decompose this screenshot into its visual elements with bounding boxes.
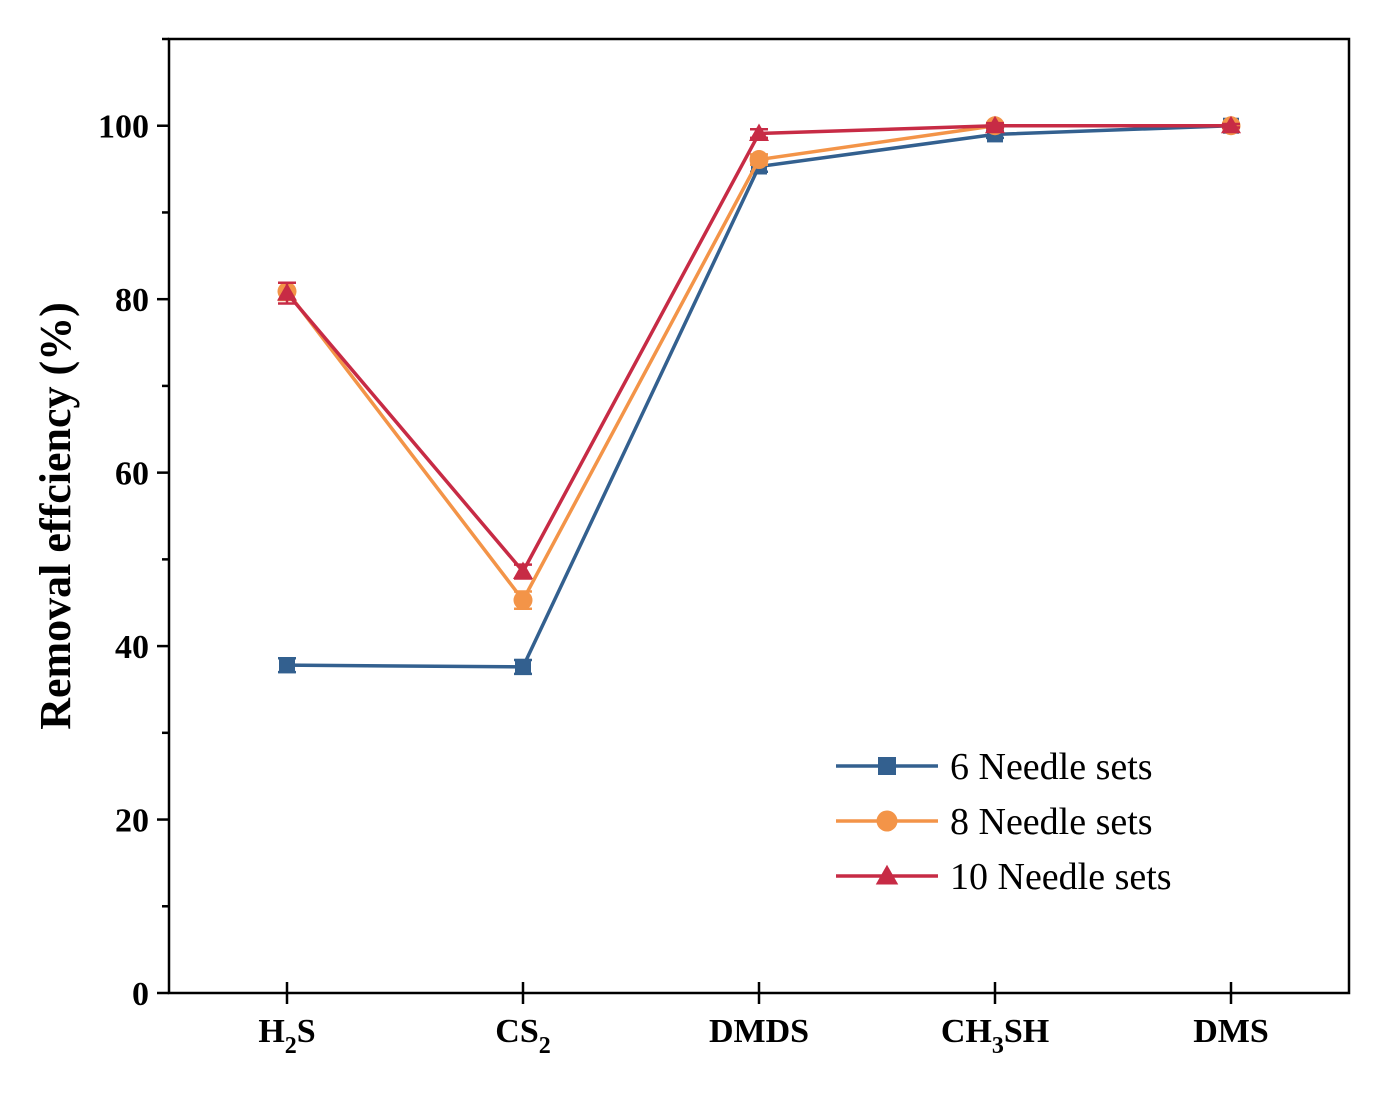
category-base: DMS	[1193, 1013, 1269, 1050]
series-3	[277, 115, 1241, 580]
series-line	[285, 123, 1231, 574]
legend-item: 6 Needle sets	[836, 746, 1153, 788]
category-base: CH	[941, 1013, 992, 1050]
series-line	[286, 123, 1232, 669]
legend-marker	[876, 810, 898, 832]
data-point	[985, 115, 1005, 134]
x-category-label: H2S	[258, 1013, 315, 1059]
y-tick-label: 60	[115, 456, 149, 493]
legend-item: 8 Needle sets	[836, 801, 1153, 843]
legend-marker	[878, 757, 896, 775]
data-point	[749, 123, 769, 142]
x-axis: H2S CS2 DMDS CH3SH DMS	[258, 982, 1269, 1059]
data-point	[513, 590, 533, 610]
category-subscript: 2	[285, 1033, 297, 1059]
series-1	[278, 117, 1240, 676]
data-point	[749, 150, 769, 170]
y-tick-label: 40	[115, 629, 149, 666]
category-subscript: 3	[992, 1033, 1004, 1059]
category-subscript: 2	[539, 1033, 551, 1059]
x-category-label: DMDS	[709, 1013, 809, 1050]
legend-label: 10 Needle sets	[950, 856, 1172, 898]
category-base: CS	[495, 1013, 538, 1050]
data-point	[279, 657, 295, 674]
series-2	[277, 116, 1241, 611]
category-base: DMDS	[709, 1013, 809, 1050]
plot-border	[167, 37, 1351, 995]
legend-label: 6 Needle sets	[950, 746, 1153, 788]
legend-label: 8 Needle sets	[950, 801, 1153, 843]
series-layer	[277, 115, 1241, 676]
category-base: H	[258, 1013, 284, 1050]
y-axis: 0 20 40 60 80 100	[98, 37, 169, 1013]
y-tick-label: 100	[98, 109, 149, 146]
category-tail: SH	[1004, 1013, 1049, 1050]
legend: 6 Needle sets 8 Needle sets 10 Needle sets	[836, 746, 1172, 898]
y-tick-label: 80	[115, 282, 149, 319]
y-tick-label: 0	[132, 976, 149, 1013]
series-line	[285, 123, 1231, 602]
legend-item: 10 Needle sets	[836, 856, 1172, 898]
x-category-label: CH3SH	[941, 1013, 1049, 1059]
data-point	[513, 561, 533, 580]
plot-frame	[167, 37, 1351, 995]
data-point	[515, 658, 531, 675]
x-category-label: DMS	[1193, 1013, 1269, 1050]
y-axis-title: Removal effciency (%)	[31, 302, 80, 730]
x-category-label: CS2	[495, 1013, 550, 1059]
legend-marker	[875, 864, 899, 885]
data-point	[277, 283, 297, 301]
y-tick-label: 20	[115, 803, 149, 840]
data-point	[1221, 115, 1241, 134]
category-tail: S	[297, 1013, 316, 1050]
